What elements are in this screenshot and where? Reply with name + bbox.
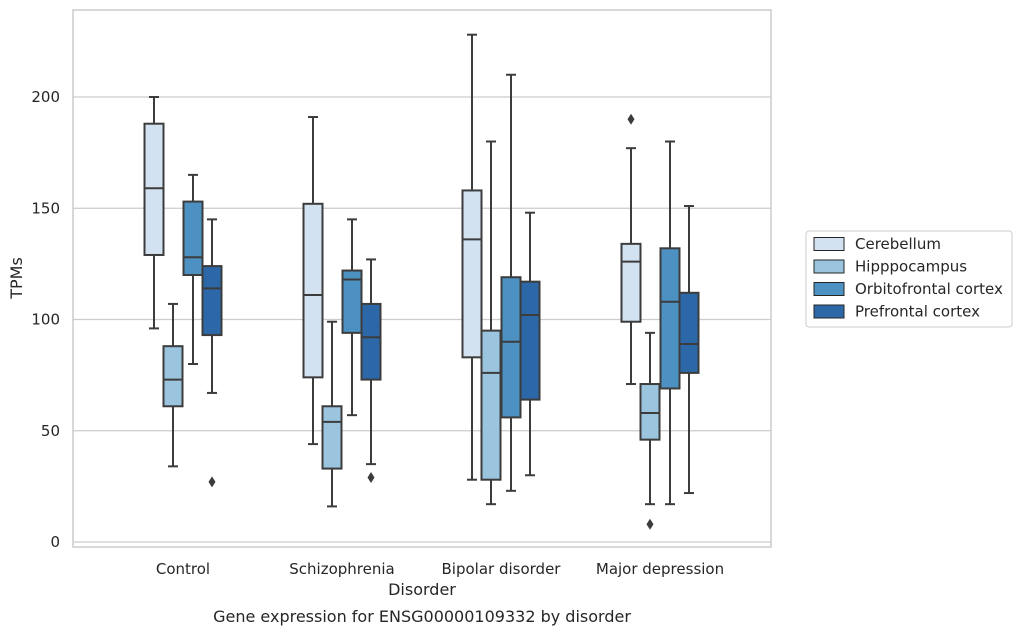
box [461,33,483,481]
box-iqr [321,405,343,470]
box-iqr [678,291,700,374]
x-axis-ticks: Control Schizophrenia Bipolar disorder Majo… [156,560,724,578]
box [162,302,184,468]
legend-label: Cerebellum [855,235,941,253]
outlier-point [646,518,654,530]
box [321,320,343,508]
plot-frame [72,9,772,548]
legend: Cerebellum Hipppocampus Orbitofrontal cort… [805,230,1013,328]
box-iqr [182,200,204,276]
box-iqr [341,269,363,334]
box [201,218,223,488]
box [678,205,700,495]
box [519,211,541,477]
box-iqr [143,122,165,256]
box [639,331,661,530]
box [302,116,324,446]
outlier-point [208,476,216,488]
y-tick-label: 200 [31,88,60,106]
boxes [143,33,700,530]
legend-frame [805,230,1013,328]
box-iqr [480,329,502,481]
box-iqr [639,383,661,441]
legend-swatch [813,259,845,274]
y-tick-label: 0 [50,533,60,551]
box [341,218,363,417]
box [500,73,522,492]
x-axis-label: Disorder [388,580,456,599]
box [659,140,681,506]
x-tick-label: Major depression [596,560,724,578]
box [360,258,382,483]
outlier-point [367,471,375,483]
box-iqr [500,276,522,419]
box [620,113,642,386]
legend-label: Hipppocampus [855,258,967,276]
x-tick-label: Schizophrenia [289,560,394,578]
box-iqr [302,202,324,379]
plot-area [73,10,771,547]
box-iqr [659,247,681,390]
box [143,96,165,330]
legend-label: Prefrontal cortex [855,303,980,321]
legend-swatch [813,304,845,319]
box-iqr [360,302,382,381]
x-tick-label: Bipolar disorder [442,560,562,578]
box-iqr [620,242,642,323]
y-tick-label: 150 [31,199,60,217]
box-iqr [162,345,184,408]
box-iqr [519,280,541,401]
y-tick-label: 50 [41,422,60,440]
box-iqr [201,265,223,337]
box [182,173,204,365]
y-axis-label: TPMs [7,257,26,300]
legend-swatch [813,282,845,296]
outlier-point [627,113,635,125]
legend-label: Orbitofrontal cortex [855,280,1003,298]
box-iqr [461,189,483,359]
y-axis-ticks: 0 50 100 150 200 [31,88,60,551]
y-tick-label: 100 [31,311,60,329]
legend-swatch [813,237,845,251]
chart-caption: Gene expression for ENSG00000109332 by d… [213,607,631,626]
x-tick-label: Control [156,560,210,578]
